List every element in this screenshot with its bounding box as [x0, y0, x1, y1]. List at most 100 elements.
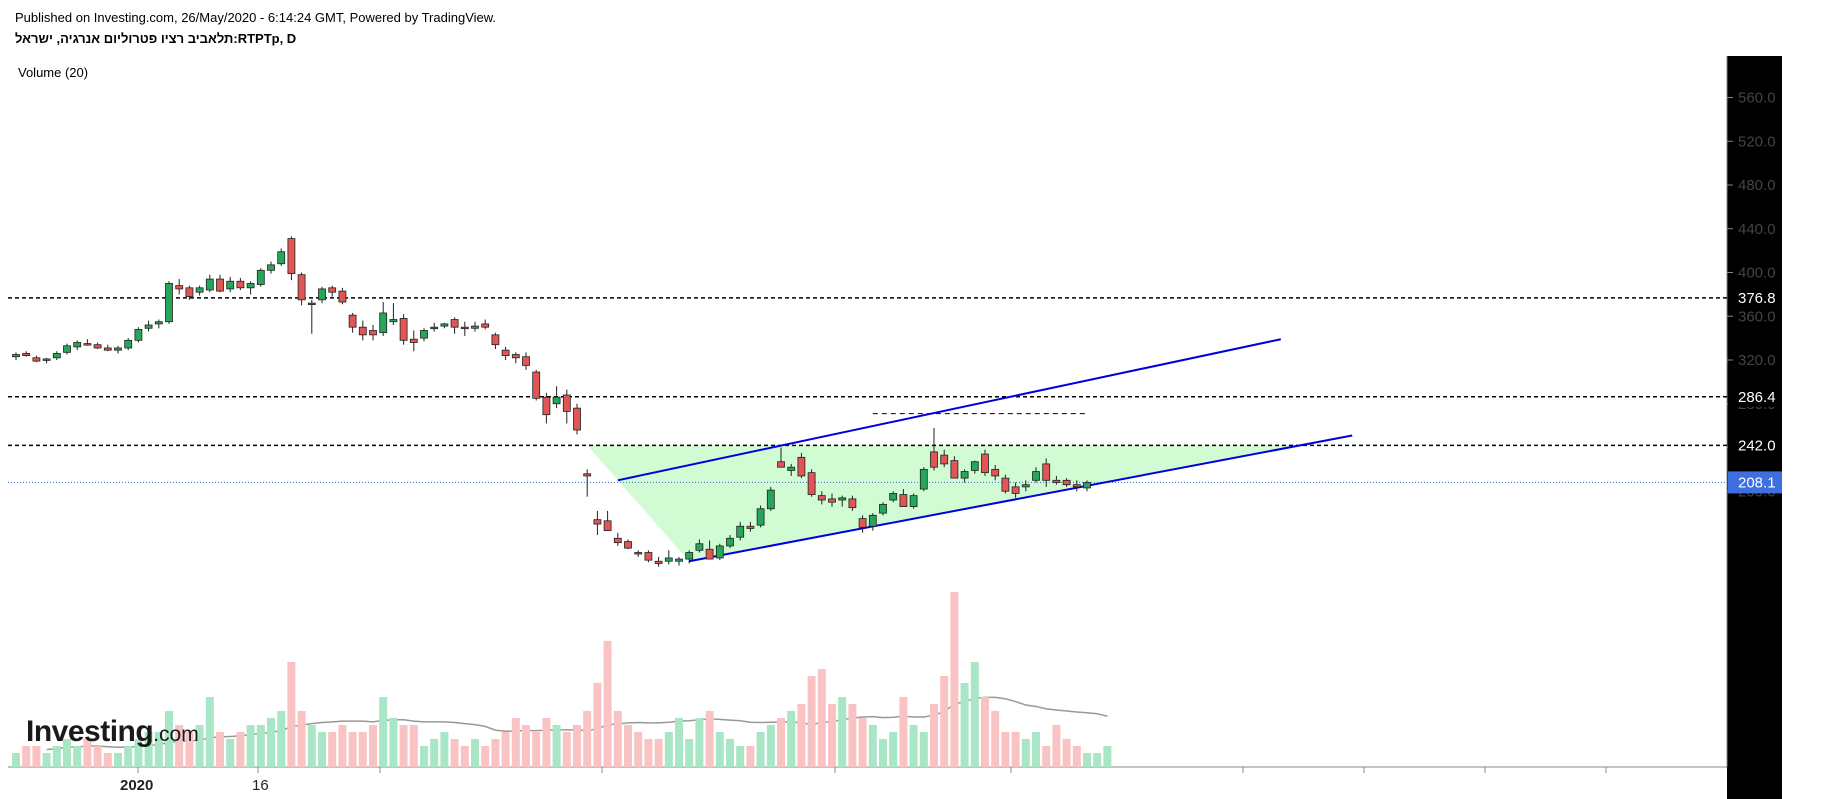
y-tick-label: 400.0	[1738, 265, 1776, 282]
candle-body	[573, 407, 581, 431]
volume-bar	[511, 718, 520, 767]
volume-bar	[634, 732, 643, 767]
candle-body	[430, 326, 439, 330]
candle-body	[103, 347, 112, 351]
volume-bar	[22, 746, 31, 767]
volume-bar	[1021, 739, 1030, 767]
volume-bar	[450, 739, 459, 767]
candle-body	[369, 330, 377, 336]
candle-body	[879, 503, 887, 514]
x-tick-label-year: 2020	[120, 777, 153, 794]
volume-bar	[838, 697, 847, 767]
channel-shade	[587, 443, 1312, 562]
volume-bar	[766, 725, 775, 767]
trend-line-lower	[689, 434, 1353, 563]
level-tag-label-0: 376.8	[1738, 290, 1776, 307]
price-tags: 376.8 286.4 242.0 208.1	[1728, 287, 1782, 494]
candle-body	[838, 497, 847, 501]
volume-bar	[726, 739, 734, 767]
volume-bar	[552, 725, 561, 767]
candle-body	[726, 537, 734, 547]
volume-bar	[348, 732, 357, 767]
candle-body	[52, 353, 61, 359]
candle-body	[756, 508, 765, 526]
volume-bar	[114, 753, 122, 767]
candle-body	[746, 525, 755, 529]
candle-body	[970, 461, 979, 471]
volume-bar	[981, 697, 989, 767]
candle-body	[348, 314, 357, 328]
candle-body	[114, 347, 122, 351]
volume-bar	[144, 732, 153, 767]
y-tick-label: 520.0	[1738, 133, 1776, 150]
candle-body	[1072, 484, 1081, 488]
volume-bar	[879, 739, 887, 767]
volume-bar	[205, 697, 214, 767]
candle-body	[246, 283, 255, 289]
candle-body	[654, 560, 663, 564]
volume-bar	[1093, 753, 1102, 767]
volume-bar	[1011, 732, 1020, 767]
volume-bar	[1032, 732, 1040, 767]
candle-body	[440, 323, 449, 327]
level-tag-1	[1728, 386, 1782, 407]
published-note: Published on Investing.com, 26/May/2020 …	[15, 10, 497, 25]
volume-bar	[583, 711, 592, 767]
candle-body	[583, 473, 592, 477]
candle-body	[1062, 479, 1071, 486]
volume-bar	[93, 746, 102, 767]
volume-bar	[644, 739, 653, 767]
candle-body	[899, 494, 908, 507]
volume-bar	[471, 739, 479, 767]
candle-body	[236, 280, 245, 289]
volume-bar	[134, 739, 143, 767]
candle-body	[542, 396, 551, 416]
candle-body	[848, 498, 857, 509]
volume-bar	[613, 711, 622, 767]
volume-bar	[83, 739, 92, 767]
candle-body	[522, 356, 530, 366]
candles	[12, 236, 1091, 567]
candle-body	[338, 290, 347, 303]
volume-bar	[491, 739, 500, 767]
candle-body	[940, 454, 949, 465]
volume-bar	[297, 711, 306, 767]
candle-body	[828, 498, 836, 503]
volume-bar	[736, 746, 745, 767]
logo-suffix: .com	[153, 723, 199, 746]
volume-bar	[950, 592, 959, 767]
candle-body	[73, 342, 82, 348]
volume-bar	[481, 746, 490, 767]
candle-body	[664, 557, 673, 562]
candle-body	[267, 264, 275, 271]
volume-bar	[277, 711, 286, 767]
candle-body	[960, 471, 969, 479]
volume-bar	[715, 732, 724, 767]
volume-bar	[287, 662, 296, 767]
candle-body	[797, 456, 806, 477]
candle-body	[991, 468, 1000, 477]
candle-body	[1042, 463, 1051, 481]
candle-body	[22, 353, 31, 357]
candle-body	[766, 489, 775, 510]
candle-body	[42, 358, 51, 361]
candle-body	[328, 287, 337, 293]
candle-body	[409, 338, 418, 343]
candle-body	[1021, 484, 1030, 488]
volume-bar	[430, 739, 439, 767]
logo-wordmark: Investing	[26, 715, 154, 748]
volume-bar	[175, 725, 184, 767]
candle-body	[460, 326, 469, 330]
volume-bar	[940, 676, 949, 767]
y-tick-label: 440.0	[1738, 221, 1776, 238]
volume-bar	[675, 718, 683, 767]
volume-bar	[899, 697, 908, 767]
candle-body	[144, 324, 153, 329]
candle-body	[379, 312, 388, 334]
candle-body	[93, 344, 102, 349]
volume-bar	[991, 711, 1000, 767]
volume-bar	[858, 718, 867, 767]
candle-body	[83, 343, 92, 346]
candle-body	[715, 545, 724, 559]
